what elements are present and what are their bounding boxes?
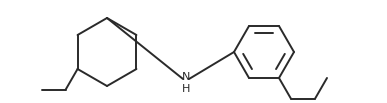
Text: H: H (182, 84, 190, 94)
Text: N: N (182, 72, 190, 82)
